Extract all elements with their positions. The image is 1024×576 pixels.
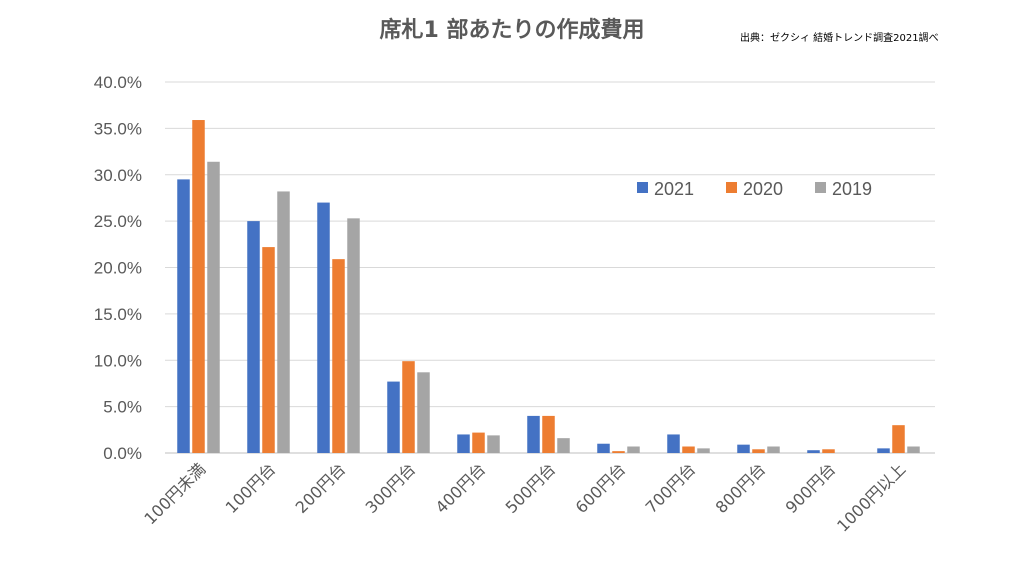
x-tick-label: 100円未満 [140, 459, 209, 528]
bar-2020-4 [472, 432, 485, 453]
bar-2021-9 [807, 450, 820, 453]
bar-2020-6 [612, 451, 625, 453]
y-tick-label: 15.0% [94, 305, 142, 324]
bar-2021-8 [737, 444, 750, 453]
bar-2021-7 [667, 434, 680, 453]
bar-2020-9 [822, 449, 835, 453]
x-tick-label: 600円台 [572, 459, 630, 517]
bar-2019-4 [487, 435, 500, 453]
bar-2019-7 [697, 448, 710, 453]
bar-2020-10 [892, 425, 905, 453]
x-tick-label: 400円台 [432, 459, 490, 517]
x-tick-label: 900円台 [782, 459, 840, 517]
legend-swatch-2020 [726, 182, 737, 193]
y-tick-label: 40.0% [94, 73, 142, 92]
bar-2020-1 [262, 247, 275, 453]
chart-source: 出典：ゼクシィ 結婚トレンド調査2021調べ [740, 31, 939, 44]
bar-2019-6 [627, 446, 640, 453]
y-tick-label: 25.0% [94, 212, 142, 231]
bar-2020-7 [682, 446, 695, 453]
legend-swatch-2019 [815, 182, 826, 193]
legend-label-2021: 2021 [654, 179, 694, 199]
y-tick-label: 10.0% [94, 351, 142, 370]
bar-2019-10 [907, 446, 920, 453]
x-tick-label: 300円台 [362, 459, 420, 517]
y-tick-label: 0.0% [103, 444, 142, 463]
bar-2019-8 [767, 446, 780, 453]
bar-2021-10 [877, 448, 890, 453]
x-tick-label: 500円台 [502, 459, 560, 517]
bar-2020-2 [332, 259, 345, 453]
bar-2020-0 [192, 120, 205, 453]
y-tick-label: 30.0% [94, 166, 142, 185]
bar-2020-8 [752, 449, 765, 453]
x-tick-label: 1000円以上 [833, 459, 909, 535]
legend: 2021 2020 2019 [637, 179, 872, 199]
bar-2021-0 [177, 179, 190, 453]
legend-swatch-2021 [637, 182, 648, 193]
bar-2019-0 [207, 161, 220, 453]
bar-2020-5 [542, 415, 555, 453]
bar-2021-6 [597, 443, 610, 453]
bar-2019-3 [417, 372, 430, 453]
bar-2021-5 [527, 415, 540, 453]
chart-title: 席札1 部あたりの作成費用 [380, 17, 645, 43]
legend-label-2020: 2020 [743, 179, 783, 199]
x-tick-label: 800円台 [712, 459, 770, 517]
x-tick-label: 100円台 [222, 459, 280, 517]
y-tick-label: 20.0% [94, 259, 142, 278]
x-tick-label: 700円台 [642, 459, 700, 517]
gridlines [165, 81, 935, 454]
bar-2020-3 [402, 361, 415, 453]
bar-2021-1 [247, 221, 260, 453]
x-tick-label: 200円台 [292, 459, 350, 517]
bar-2021-3 [387, 381, 400, 453]
bars [177, 120, 920, 453]
bar-2019-1 [277, 191, 290, 453]
y-axis-ticks: 0.0% 5.0% 10.0% 15.0% 20.0% 25.0% 30.0% 35.0% 40… [94, 73, 142, 463]
bar-2019-5 [557, 438, 570, 453]
bar-2019-2 [347, 218, 360, 453]
bar-2021-2 [317, 202, 330, 453]
x-axis-ticks: 100円未満 100円台 200円台 300円台 400円台 500円台 600円台 700円… [140, 459, 909, 535]
y-tick-label: 5.0% [103, 398, 142, 417]
y-tick-label: 35.0% [94, 119, 142, 138]
legend-label-2019: 2019 [832, 179, 872, 199]
bar-2021-4 [457, 434, 470, 453]
